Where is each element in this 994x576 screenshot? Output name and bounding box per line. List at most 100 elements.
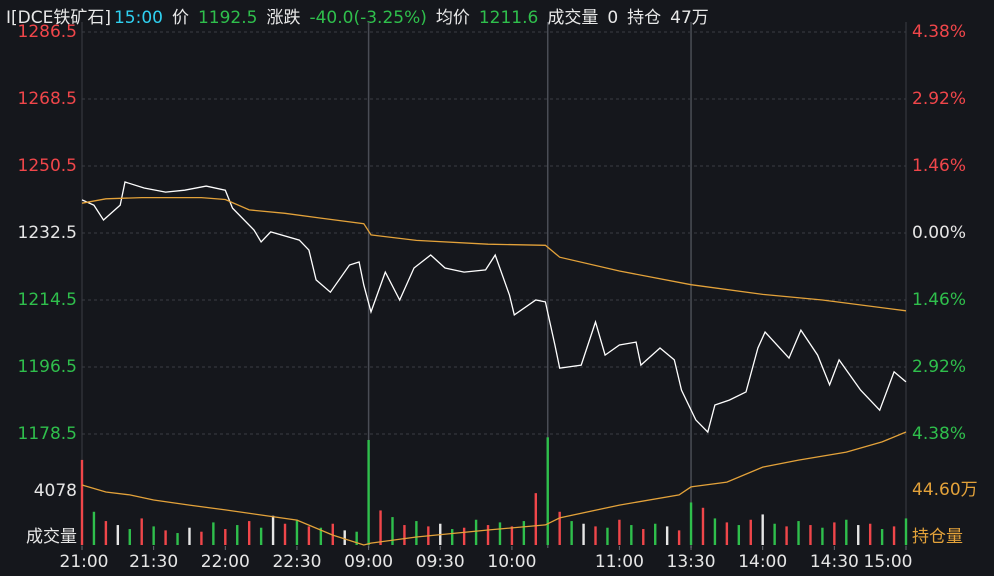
- header: I[DCE铁矿石] 15:00 价 1192.5 涨跌 -40.0(-3.25%) 均价 12…: [6, 3, 718, 28]
- volume-bar: [391, 517, 394, 545]
- line: [81, 431, 907, 546]
- volume-bar: [534, 493, 537, 545]
- volume-bar: [785, 526, 788, 545]
- symbol: I[DCE铁矿石]: [6, 8, 111, 28]
- volume-bar: [677, 530, 681, 545]
- volume-bar: [833, 522, 836, 545]
- y2-tick-label: 1.46%: [912, 290, 966, 310]
- x-tick-label: 21:00: [60, 552, 109, 572]
- y-axis-label: 成交量: [26, 527, 77, 547]
- y-tick-label: 1250.5: [18, 156, 77, 176]
- line: [81, 196, 907, 312]
- volume-bar: [259, 527, 263, 545]
- x-tick-label: 15:00: [864, 552, 913, 572]
- volume-bar: [498, 522, 502, 545]
- volume-bar: [880, 529, 884, 545]
- volume-bar: [319, 527, 323, 545]
- x-tick-label: 21:30: [129, 552, 178, 572]
- volume-bar: [558, 511, 561, 545]
- line: [81, 181, 907, 434]
- volume-bar: [80, 459, 84, 545]
- y-tick-label: 1232.5: [18, 223, 77, 243]
- volume-bar: [642, 529, 645, 545]
- volume-bar: [343, 530, 346, 545]
- volume-bar: [857, 525, 860, 545]
- volume-bar: [379, 510, 382, 545]
- time: 15:00: [113, 8, 163, 28]
- y2-tick-label: 4.38%: [912, 424, 966, 444]
- x-tick-label: 10:00: [487, 552, 536, 572]
- y-tick-label: 1286.5: [18, 22, 77, 42]
- volume-bar: [140, 518, 143, 545]
- volume-bar: [164, 530, 167, 545]
- volume-bar: [713, 518, 717, 545]
- volume-bar: [892, 526, 896, 545]
- volume-bar: [152, 526, 155, 545]
- volume-bar: [582, 523, 585, 545]
- volume-bar: [522, 521, 526, 545]
- label: 均价: [435, 8, 470, 28]
- volume-bar: [868, 523, 872, 545]
- volume-bar: [462, 527, 466, 545]
- volume-bar: [737, 525, 741, 545]
- volume-bar: [200, 531, 203, 545]
- volume-bar: [665, 526, 669, 545]
- volume-bar: [749, 519, 752, 545]
- y2-tick-label: 4.38%: [912, 22, 966, 42]
- y-tick-label: 1178.5: [18, 424, 77, 444]
- x-tick-label: 09:00: [344, 552, 393, 572]
- y-tick-label: 1214.5: [18, 290, 77, 310]
- volume-bar: [797, 521, 800, 545]
- volume-bar: [474, 519, 478, 545]
- volume-bar: [188, 527, 191, 545]
- y-tick-label: 1196.5: [18, 357, 77, 377]
- volume-bar: [307, 526, 311, 545]
- volume-bar: [725, 522, 729, 545]
- volume-bar: [212, 522, 215, 545]
- x-tick-label: 14:00: [738, 552, 787, 572]
- volume-bar: [104, 521, 108, 545]
- volume-bar: [630, 525, 633, 545]
- volume: 0: [607, 8, 619, 28]
- oi: 47万: [670, 8, 709, 28]
- x-tick-label: 09:30: [416, 552, 465, 572]
- x-tick-label: 14:30: [810, 552, 859, 572]
- x-tick-label: 22:00: [201, 552, 250, 572]
- volume-bar: [689, 502, 693, 545]
- volume-bar: [224, 529, 227, 545]
- change: -40.0(-3.25%): [309, 8, 427, 28]
- price: 1192.5: [197, 8, 258, 28]
- volume-bar: [116, 525, 120, 545]
- volume-bar: [761, 514, 764, 545]
- label: 成交量: [547, 8, 599, 28]
- volume-bar: [510, 526, 514, 545]
- volume-bar: [236, 525, 239, 545]
- volume-bar: [295, 519, 299, 545]
- volume-bar: [331, 523, 334, 545]
- volume-bar: [773, 523, 776, 545]
- volume-bar: [367, 439, 370, 545]
- y2-axis-label: 持仓量: [912, 527, 963, 547]
- y2-tick-label: 0.00%: [912, 223, 966, 243]
- volume-bar: [283, 523, 287, 545]
- volume-bar: [821, 527, 824, 545]
- y-tick-label: 1268.5: [18, 89, 77, 109]
- x-tick-label: 13:30: [667, 552, 716, 572]
- label: 持仓: [627, 8, 662, 28]
- volume-bar: [701, 507, 705, 545]
- volume-bar: [403, 525, 406, 545]
- x-tick-label: 11:00: [595, 552, 644, 572]
- y2-tick-label: 2.92%: [912, 89, 966, 109]
- label: 价: [171, 8, 189, 28]
- volume-bar: [570, 521, 573, 545]
- volume-bar: [606, 527, 609, 545]
- volume-bar: [271, 515, 275, 545]
- volume-bar: [128, 529, 131, 545]
- y2-tick-label: 44.60万: [912, 480, 978, 500]
- volume-bar: [546, 437, 549, 545]
- volume-bar: [415, 521, 418, 545]
- x-tick-label: 22:30: [272, 552, 321, 572]
- y2-tick-label: 1.46%: [912, 156, 966, 176]
- volume-bar: [845, 519, 848, 545]
